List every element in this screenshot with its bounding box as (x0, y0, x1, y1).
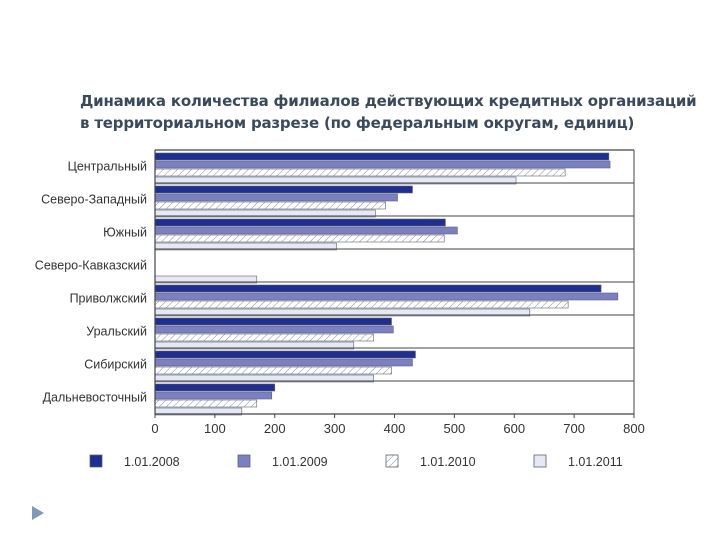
x-tick-label: 200 (264, 421, 286, 436)
x-tick-label: 600 (503, 421, 525, 436)
category-label: Сибирский (84, 358, 147, 372)
bar-3-series-1 (154, 218, 446, 227)
bar-3-series-2 (154, 226, 458, 235)
legend-swatch-3 (385, 454, 399, 468)
plot-frame (154, 149, 635, 415)
x-axis-ticks: 0 100 200 300 400 500 600 700 800 (151, 414, 645, 436)
bar-8-series-1 (154, 383, 276, 392)
x-tick-label: 0 (151, 421, 158, 436)
bar-2-series-3 (154, 201, 386, 210)
category-label: Северо-Кавказский (35, 259, 147, 273)
legend-label-2: 1.01.2009 (272, 455, 328, 469)
bar-6-series-1 (154, 317, 392, 326)
bar-1-series-3 (154, 168, 566, 177)
bar-5-series-2 (154, 292, 619, 301)
bar-7-series-1 (154, 350, 416, 359)
category-label: Дальневосточный (43, 391, 147, 405)
bar-1-series-1 (154, 152, 610, 161)
category-labels: Центральный Северо-Западный Южный Северо-Ка… (35, 160, 147, 405)
category-label: Северо-Западный (41, 193, 147, 207)
x-tick-label: 700 (563, 421, 585, 436)
x-tick-label: 400 (384, 421, 406, 436)
bar-6-series-3 (154, 333, 374, 342)
category-label: Центральный (68, 160, 147, 174)
bar-5-series-3 (154, 300, 569, 309)
category-label: Уральский (86, 325, 147, 339)
legend-label-3: 1.01.2010 (420, 455, 476, 469)
bar-7-series-2 (154, 358, 413, 367)
legend: 1.01.2008 1.01.2009 1.01.2010 1.01.2011 (89, 454, 623, 469)
legend-swatch-4 (533, 454, 547, 468)
bars-group (154, 152, 619, 416)
x-tick-label: 800 (623, 421, 645, 436)
bar-1-series-2 (154, 160, 611, 169)
legend-swatch-1 (89, 454, 103, 468)
legend-label-1: 1.01.2008 (124, 455, 180, 469)
legend-swatch-2 (237, 454, 251, 468)
category-label: Приволжский (70, 292, 147, 306)
category-label: Южный (103, 226, 147, 240)
bar-8-series-2 (154, 391, 273, 400)
bar-6-series-2 (154, 325, 394, 334)
chart-title-line-1: Динамика количества филиалов действующих… (80, 92, 697, 110)
bar-5-series-1 (154, 284, 602, 293)
legend-label-4: 1.01.2011 (568, 455, 623, 469)
bar-8-series-3 (154, 399, 258, 408)
x-tick-label: 100 (204, 421, 226, 436)
bar-2-series-1 (154, 185, 413, 194)
bar-7-series-3 (154, 366, 392, 375)
chart-title-line-2: в территориальном разрезе (по федеральны… (80, 114, 635, 132)
next-slide-arrow-icon[interactable] (30, 504, 46, 522)
bar-2-series-2 (154, 193, 398, 202)
x-tick-label: 500 (444, 421, 466, 436)
x-tick-label: 300 (324, 421, 346, 436)
bar-3-series-3 (154, 234, 445, 243)
